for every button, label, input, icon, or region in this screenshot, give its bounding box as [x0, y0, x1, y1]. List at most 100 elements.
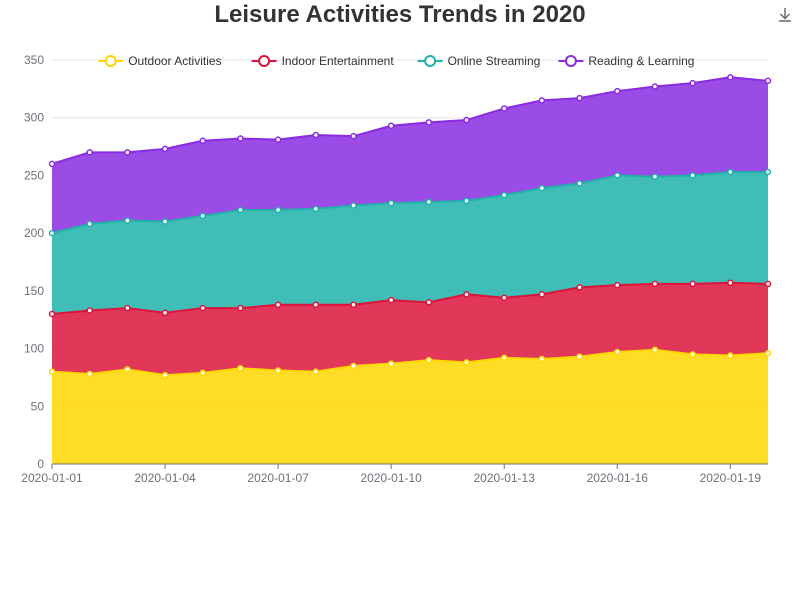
data-point: [614, 172, 621, 179]
x-tick-label: 2020-01-19: [700, 471, 762, 485]
y-tick-label: 350: [24, 53, 44, 67]
data-point: [387, 296, 395, 304]
data-point: [463, 116, 470, 124]
chart-title: Leisure Activities Trends in 2020: [214, 1, 586, 28]
data-point: [425, 198, 433, 206]
legend-item-reading-learning[interactable]: Reading & Learning: [558, 54, 694, 68]
area-indoor-entertainment: [52, 282, 768, 376]
data-point: [425, 119, 433, 126]
data-point: [764, 77, 772, 85]
data-point: [463, 197, 470, 205]
data-point: [614, 87, 621, 95]
legend-label: Indoor Entertainment: [282, 54, 395, 68]
y-tick-label: 250: [24, 168, 44, 182]
download-icon[interactable]: [776, 6, 794, 24]
data-point: [538, 184, 546, 192]
data-point: [764, 349, 772, 357]
data-point: [463, 291, 470, 298]
area-outdoor-activities: [52, 349, 768, 464]
legend-item-indoor-entertainment[interactable]: Indoor Entertainment: [251, 54, 395, 68]
data-point: [312, 301, 320, 308]
data-point: [538, 97, 546, 104]
y-tick-label: 300: [24, 111, 44, 125]
data-point: [274, 301, 282, 308]
data-point: [689, 351, 696, 358]
x-tick-label: 2020-01-07: [247, 471, 309, 485]
data-point: [124, 149, 131, 156]
x-tick-label: 2020-01-10: [360, 471, 422, 485]
data-point: [500, 105, 508, 112]
data-point: [312, 131, 320, 139]
legend-marker-icon: [564, 55, 577, 67]
data-point: [350, 362, 357, 370]
legend-item-online-streaming[interactable]: Online Streaming: [417, 54, 541, 68]
data-point: [651, 346, 659, 353]
data-point: [727, 352, 734, 359]
data-point: [237, 206, 244, 214]
data-point: [463, 359, 470, 366]
y-tick-label: 100: [24, 342, 44, 356]
data-point: [124, 366, 131, 373]
x-tick-label: 2020-01-13: [474, 471, 536, 485]
data-point: [312, 368, 320, 375]
y-tick-label: 50: [31, 399, 45, 413]
data-point: [86, 220, 93, 228]
data-point: [199, 137, 206, 145]
data-point: [350, 301, 357, 308]
data-point: [48, 310, 56, 318]
data-point: [538, 291, 546, 298]
y-tick-label: 150: [24, 284, 44, 298]
data-point: [237, 364, 244, 372]
data-point: [614, 281, 621, 289]
data-point: [576, 180, 583, 187]
data-point: [199, 369, 206, 377]
legend-label: Outdoor Activities: [128, 54, 221, 68]
data-point: [727, 279, 734, 287]
area-online-streaming: [52, 171, 768, 314]
data-point: [576, 94, 583, 102]
legend-marker-icon: [424, 55, 437, 67]
data-point: [312, 205, 320, 213]
data-point: [387, 199, 395, 207]
data-point: [764, 280, 772, 288]
data-point: [576, 284, 583, 291]
data-point: [237, 135, 244, 142]
data-point: [86, 149, 93, 156]
data-point: [350, 202, 357, 209]
legend-marker-icon: [258, 55, 271, 67]
data-point: [500, 354, 508, 362]
data-point: [161, 309, 169, 317]
data-point: [48, 229, 56, 237]
data-point: [689, 79, 696, 87]
legend-label: Online Streaming: [448, 54, 541, 68]
x-tick-label: 2020-01-04: [134, 471, 196, 485]
data-point: [387, 360, 395, 367]
legend-marker-icon: [104, 55, 117, 67]
series-line: [51, 348, 769, 377]
data-point: [199, 304, 206, 312]
data-point: [161, 145, 169, 153]
data-point: [161, 218, 169, 225]
legend-item-outdoor-activities[interactable]: Outdoor Activities: [98, 54, 222, 68]
legend-label: Reading & Learning: [588, 54, 694, 68]
data-point: [500, 294, 508, 302]
series-line: [51, 281, 769, 315]
x-tick-label: 2020-01-16: [587, 471, 649, 485]
data-point: [199, 212, 206, 220]
data-point: [500, 191, 508, 199]
data-point: [651, 280, 659, 288]
data-point: [161, 371, 169, 379]
data-point: [689, 280, 696, 288]
data-point: [425, 299, 433, 306]
area-reading-learning: [52, 77, 768, 234]
y-tick-label: 200: [24, 226, 44, 240]
y-tick-label: 0: [37, 457, 44, 471]
data-point: [350, 132, 357, 140]
data-point: [614, 348, 621, 356]
data-point: [274, 367, 282, 374]
data-point: [651, 83, 659, 90]
data-point: [48, 368, 56, 375]
data-point: [124, 304, 131, 312]
data-point: [86, 307, 93, 314]
data-point: [237, 304, 244, 312]
